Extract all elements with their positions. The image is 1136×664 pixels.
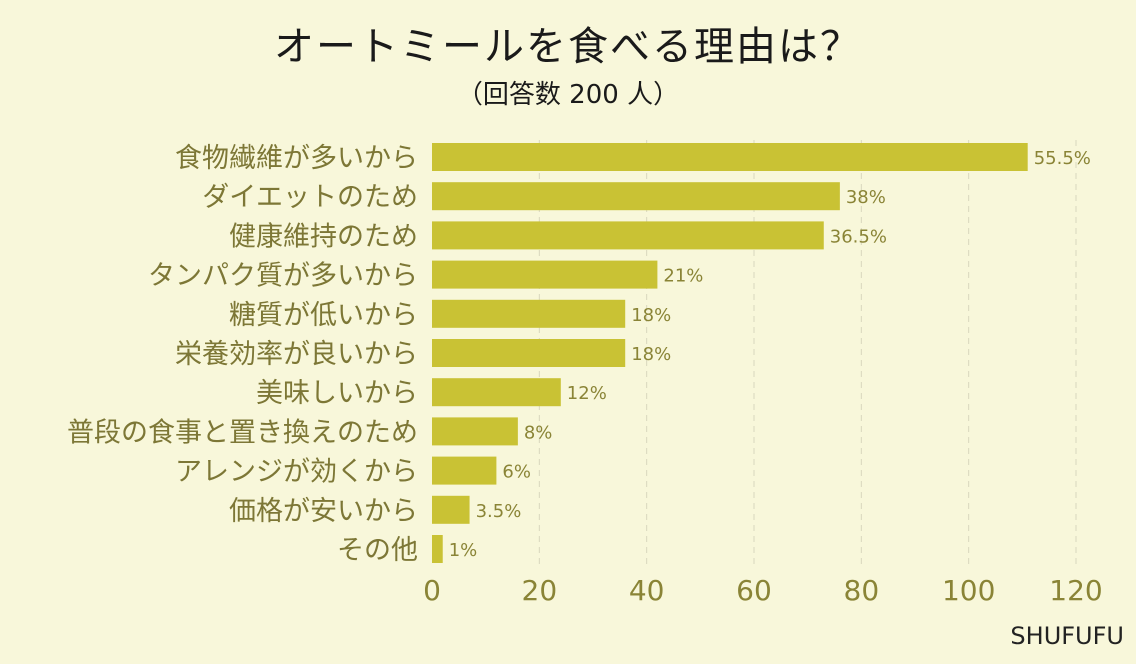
category-label: 健康維持のため: [229, 221, 418, 252]
value-label: 12%: [567, 383, 607, 404]
bar: [432, 143, 1028, 171]
category-label: 普段の食事と置き換えのため: [67, 417, 418, 448]
x-tick-label: 0: [423, 574, 441, 607]
x-tick-label: 100: [942, 574, 995, 607]
category-label: 美味しいから: [256, 378, 418, 409]
bar: [432, 339, 626, 367]
category-label: 栄養効率が良いから: [175, 339, 418, 370]
category-label: ダイエットのため: [202, 182, 418, 213]
bar: [432, 417, 518, 446]
chart-subtitle: （回答数 200 人）: [456, 80, 680, 110]
value-label: 18%: [631, 305, 671, 326]
bar: [432, 535, 443, 563]
value-label: 55.5%: [1034, 148, 1091, 169]
category-label: タンパク質が多いから: [148, 261, 418, 292]
category-label: アレンジが効くから: [175, 457, 418, 488]
value-label: 6%: [502, 462, 531, 483]
value-label: 3.5%: [476, 501, 522, 522]
x-tick-label: 60: [736, 574, 772, 607]
bar: [432, 182, 840, 211]
category-label: 糖質が低いから: [229, 300, 418, 331]
bar: [432, 260, 658, 289]
category-label: 食物繊維が多いから: [175, 143, 418, 174]
brand-label: SHUFUFU: [1010, 622, 1124, 650]
x-tick-label: 80: [844, 574, 880, 607]
chart-title: オートミールを食べる理由は？: [274, 24, 862, 70]
x-tick-label: 120: [1049, 574, 1102, 607]
bar: [432, 378, 561, 407]
bar: [432, 221, 824, 250]
bar: [432, 495, 470, 524]
x-tick-label: 20: [522, 574, 558, 607]
x-tick-label: 40: [629, 574, 665, 607]
value-label: 8%: [524, 422, 553, 443]
category-label: 価格が安いから: [229, 496, 418, 527]
bar: [432, 299, 626, 328]
value-label: 1%: [449, 540, 478, 561]
value-label: 18%: [631, 344, 671, 365]
value-label: 36.5%: [830, 226, 887, 247]
value-label: 21%: [663, 266, 703, 287]
value-label: 38%: [846, 187, 886, 208]
bar: [432, 456, 497, 485]
category-label: その他: [337, 535, 418, 566]
